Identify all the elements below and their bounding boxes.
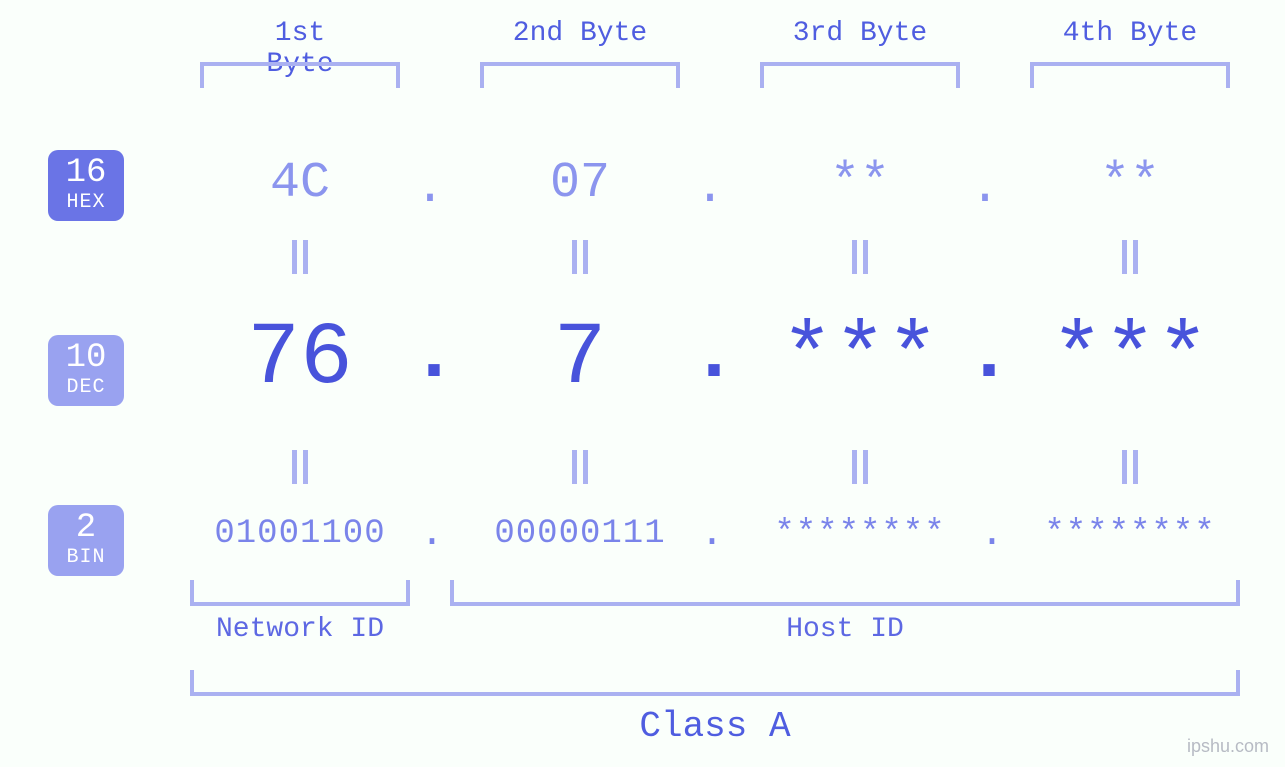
hex-dot-1: . <box>415 160 445 217</box>
dec-byte-2: 7 <box>480 310 680 409</box>
label-host-id: Host ID <box>450 614 1240 645</box>
badge-dec-lbl: DEC <box>48 377 124 398</box>
badge-hex-lbl: HEX <box>48 192 124 213</box>
bin-byte-3: ******** <box>740 515 980 553</box>
watermark: ipshu.com <box>1187 736 1269 757</box>
top-bracket-3 <box>760 62 960 88</box>
badge-dec-num: 10 <box>48 341 124 377</box>
equals-icon <box>570 450 590 484</box>
equals-icon <box>1120 450 1140 484</box>
equals-icon <box>290 450 310 484</box>
dec-byte-1: 76 <box>200 310 400 409</box>
top-bracket-4 <box>1030 62 1230 88</box>
equals-icon <box>850 450 870 484</box>
hex-byte-4: ** <box>1030 155 1230 212</box>
top-bracket-2 <box>480 62 680 88</box>
bin-byte-2: 00000111 <box>460 515 700 553</box>
top-bracket-1 <box>200 62 400 88</box>
dec-dot-3: . <box>965 310 1005 401</box>
bracket-class <box>190 670 1240 696</box>
badge-dec: 10 DEC <box>48 335 124 406</box>
byte-header-4: 4th Byte <box>1060 18 1200 49</box>
dec-dot-1: . <box>410 310 450 401</box>
bin-dot-2: . <box>700 512 720 557</box>
badge-bin: 2 BIN <box>48 505 124 576</box>
ip-byte-diagram: { "colors": { "background": "#fafffb", "… <box>0 0 1285 767</box>
hex-dot-3: . <box>970 160 1000 217</box>
label-class: Class A <box>190 706 1240 747</box>
dec-dot-2: . <box>690 310 730 401</box>
hex-byte-3: ** <box>760 155 960 212</box>
dec-byte-4: *** <box>1030 310 1230 409</box>
badge-bin-lbl: BIN <box>48 547 124 568</box>
hex-byte-1: 4C <box>200 155 400 212</box>
byte-header-2: 2nd Byte <box>510 18 650 49</box>
bracket-network <box>190 580 410 606</box>
dec-byte-3: *** <box>760 310 960 409</box>
hex-byte-2: 07 <box>480 155 680 212</box>
bin-dot-1: . <box>420 512 440 557</box>
equals-icon <box>850 240 870 274</box>
label-network-id: Network ID <box>190 614 410 645</box>
hex-dot-2: . <box>695 160 725 217</box>
badge-hex-num: 16 <box>48 156 124 192</box>
byte-header-3: 3rd Byte <box>790 18 930 49</box>
bin-byte-1: 01001100 <box>180 515 420 553</box>
bin-byte-4: ******** <box>1010 515 1250 553</box>
equals-icon <box>570 240 590 274</box>
bin-dot-3: . <box>980 512 1000 557</box>
bracket-host <box>450 580 1240 606</box>
equals-icon <box>1120 240 1140 274</box>
equals-icon <box>290 240 310 274</box>
badge-bin-num: 2 <box>48 511 124 547</box>
badge-hex: 16 HEX <box>48 150 124 221</box>
